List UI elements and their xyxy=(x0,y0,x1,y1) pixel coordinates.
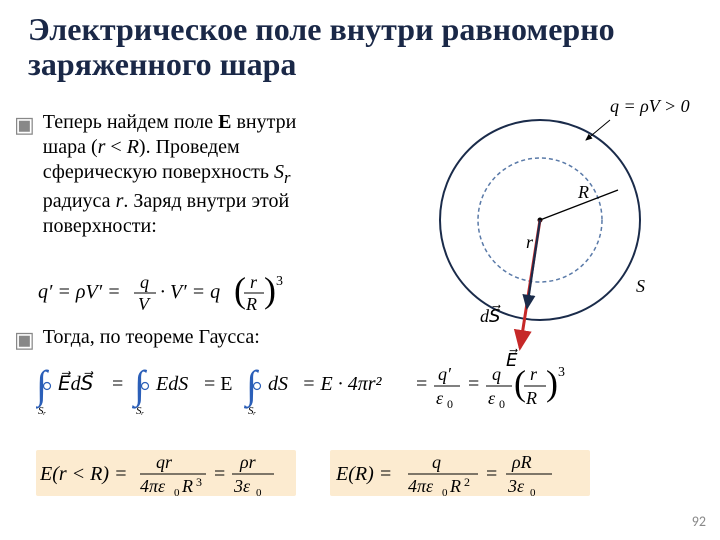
svg-text:dS: dS xyxy=(268,373,288,395)
svg-text:q′ = ρV′ =: q′ = ρV′ = xyxy=(38,281,121,303)
svg-text:(: ( xyxy=(234,270,246,310)
bullet-2: ▣ Тогда, по теореме Гаусса: xyxy=(14,325,354,351)
svg-text:0: 0 xyxy=(447,397,453,411)
svg-text:=: = xyxy=(214,463,225,485)
svg-text:R: R xyxy=(525,388,537,408)
svg-text:ρR: ρR xyxy=(511,452,532,472)
bullet-1: ▣ Теперь найдем поле E внутри шара (r < … xyxy=(14,110,334,239)
svg-text:3: 3 xyxy=(558,365,565,380)
svg-text:q: q xyxy=(140,272,149,292)
svg-text:∫: ∫ xyxy=(131,362,148,409)
svg-text:Sᵣ: Sᵣ xyxy=(248,405,257,417)
svg-text:3: 3 xyxy=(196,475,202,489)
svg-text:R: R xyxy=(449,476,461,496)
bullet-marker-icon: ▣ xyxy=(14,114,35,136)
page-title: Электрическое поле внутри равномерно зар… xyxy=(0,0,720,82)
svg-text:Sᵣ: Sᵣ xyxy=(136,405,145,417)
svg-text:3: 3 xyxy=(276,274,283,289)
svg-text:E(R) =: E(R) = xyxy=(336,463,392,485)
svg-text:0: 0 xyxy=(256,487,262,496)
svg-text:E⃗dS⃗: E⃗dS⃗ xyxy=(58,370,94,395)
svg-text:R: R xyxy=(577,182,589,202)
svg-text:=: = xyxy=(112,373,123,395)
svg-text:): ) xyxy=(264,270,276,310)
svg-text:r: r xyxy=(250,272,258,292)
formula-q-rho-top: q = ρV > 0 xyxy=(610,96,690,117)
svg-text:r: r xyxy=(526,232,534,252)
svg-text:): ) xyxy=(546,363,558,403)
sphere-diagram: R r E⃗ dS⃗ S xyxy=(380,90,700,370)
svg-text:q: q xyxy=(432,452,441,472)
bullet-2-text: Тогда, по теореме Гаусса: xyxy=(43,325,260,350)
svg-text:0: 0 xyxy=(174,487,180,496)
svg-text:=: = xyxy=(486,463,497,485)
svg-text:· V′ = q: · V′ = q xyxy=(160,281,220,303)
bullet-1-text: Теперь найдем поле E внутри шара (r < R)… xyxy=(43,110,334,239)
svg-text:3ε: 3ε xyxy=(233,476,251,496)
svg-text:2: 2 xyxy=(464,475,470,489)
svg-text:(: ( xyxy=(514,363,526,403)
svg-text:dS⃗: dS⃗ xyxy=(480,305,501,326)
svg-text:R: R xyxy=(181,476,193,496)
svg-text:∫: ∫ xyxy=(243,362,260,409)
svg-text:= E: = E xyxy=(204,373,233,395)
svg-text:r: r xyxy=(530,364,538,384)
svg-text:ρr: ρr xyxy=(239,452,257,472)
svg-text:0: 0 xyxy=(499,397,505,411)
svg-text:qr: qr xyxy=(156,452,173,472)
svg-text:=: = xyxy=(468,373,479,395)
svg-text:q′: q′ xyxy=(438,364,452,384)
formula-q-prime: q′ = ρV′ = q V · V′ = q ( r R ) 3 xyxy=(38,270,298,322)
svg-text:E(r < R) =: E(r < R) = xyxy=(40,463,128,485)
svg-text:4πε: 4πε xyxy=(408,476,434,496)
svg-text:4πε: 4πε xyxy=(140,476,166,496)
svg-text:ε: ε xyxy=(488,388,496,408)
svg-text:3ε: 3ε xyxy=(507,476,525,496)
svg-text:S: S xyxy=(636,276,645,296)
svg-text:ε: ε xyxy=(436,388,444,408)
svg-text:V: V xyxy=(138,294,151,314)
svg-text:EdS: EdS xyxy=(155,373,188,395)
formula-E-at-R: E(R) = q 4πε 0 R 2 = ρR 3ε 0 xyxy=(336,450,590,501)
svg-text:0: 0 xyxy=(442,487,448,496)
formula-gauss: ∫ Sᵣ E⃗dS⃗ = ∫ Sᵣ EdS = E ∫ Sᵣ dS = E · … xyxy=(36,360,686,423)
svg-text:R: R xyxy=(245,294,257,314)
bullet-marker-icon: ▣ xyxy=(14,329,35,351)
svg-text:= E · 4πr²: = E · 4πr² xyxy=(302,373,383,395)
page-number: 92 xyxy=(692,513,706,530)
formula-E-inside: E(r < R) = qr 4πε 0 R 3 = ρr 3ε 0 xyxy=(40,450,296,501)
svg-text:=: = xyxy=(416,373,427,395)
svg-text:q: q xyxy=(492,364,501,384)
svg-text:0: 0 xyxy=(530,487,536,496)
svg-text:Sᵣ: Sᵣ xyxy=(38,405,47,417)
